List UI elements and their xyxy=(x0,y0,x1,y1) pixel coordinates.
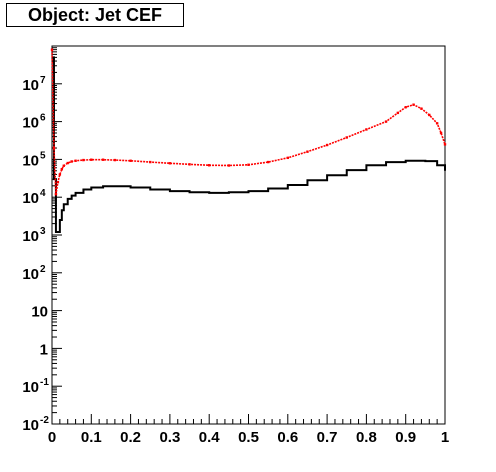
axis-tick-labels: 0 0.1 0.2 0.3 0.4 0.5 0.6 0.7 0.8 0.9 110 -210 -1110… xyxy=(22,75,449,446)
series-red-trace xyxy=(51,49,446,195)
x-tick-label: 0.7 xyxy=(317,429,338,446)
y-tick-label: 1 xyxy=(40,341,48,358)
y-tick-exponent: -1 xyxy=(40,377,49,388)
x-tick-label: 0.3 xyxy=(159,429,180,446)
y-tick-exponent: -2 xyxy=(40,415,49,426)
x-tick-label: 0.5 xyxy=(238,429,259,446)
x-tick-label: 0.9 xyxy=(395,429,416,446)
chart-title: Object: Jet CEF xyxy=(6,3,184,27)
x-tick-label: 1 xyxy=(441,429,449,446)
series-red-point xyxy=(66,161,69,165)
x-tick-label: 0 xyxy=(48,429,56,446)
plot-frame xyxy=(51,45,446,425)
y-tick-exponent: 3 xyxy=(40,226,46,237)
series-red-point xyxy=(129,159,132,162)
series-red-point xyxy=(60,168,64,171)
series-red-point xyxy=(443,143,447,146)
y-tick-label: 10 xyxy=(31,304,48,321)
x-tick-label: 0.2 xyxy=(120,429,141,446)
y-tick-exponent: 5 xyxy=(40,150,46,161)
y-tick-label: 10 xyxy=(22,417,39,434)
series-red-point xyxy=(439,131,443,135)
y-tick-label: 10 xyxy=(22,266,39,283)
series-red-point xyxy=(58,173,62,176)
x-tick-label: 0.6 xyxy=(277,429,298,446)
y-tick-exponent: 2 xyxy=(40,264,46,275)
y-tick-label: 10 xyxy=(22,152,39,169)
y-tick-label: 10 xyxy=(22,115,39,132)
y-tick-label: 10 xyxy=(22,77,39,94)
x-tick-label: 0.1 xyxy=(81,429,102,446)
series-red-point xyxy=(52,146,56,150)
data-series xyxy=(50,48,447,234)
series-red-point xyxy=(168,162,172,165)
x-tick-label: 0.8 xyxy=(356,429,377,446)
x-tick-label: 0.4 xyxy=(199,429,221,446)
series-red-point xyxy=(266,160,270,164)
series-red-point xyxy=(90,158,93,161)
y-tick-exponent: 7 xyxy=(40,75,46,86)
axis-ticks xyxy=(51,45,446,425)
y-tick-label: 10 xyxy=(22,379,39,396)
y-tick-exponent: 4 xyxy=(40,188,46,199)
y-tick-label: 10 xyxy=(22,190,39,207)
series-black-step xyxy=(52,56,446,234)
y-tick-label: 10 xyxy=(22,228,39,245)
y-tick-exponent: 6 xyxy=(40,113,46,124)
